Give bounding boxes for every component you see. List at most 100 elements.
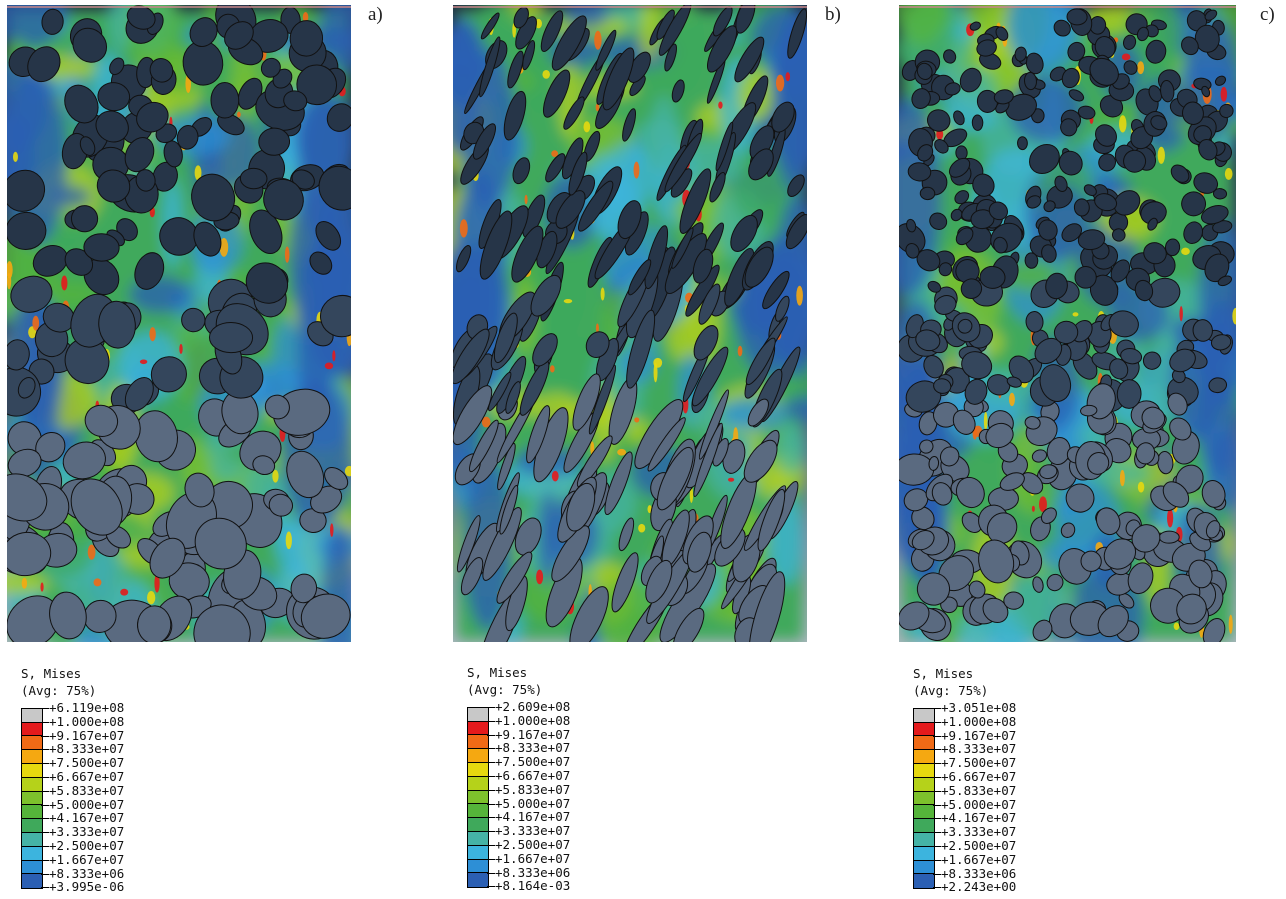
- legend-value: +1.000e+08: [941, 713, 1017, 729]
- legend-value: +8.333e+06: [941, 865, 1017, 881]
- legend-value: +5.833e+07: [49, 782, 125, 798]
- legend-swatch: [22, 846, 42, 861]
- legend-tick: [41, 873, 49, 875]
- legend-tick: [487, 789, 495, 791]
- legend-scale: +2.609e+08 +1.000e+08 +9.167e+07 +8.333e+07…: [467, 700, 570, 893]
- legend-tick: [933, 873, 941, 875]
- legend-value: +8.164e-03: [495, 878, 571, 894]
- legend-tick: [487, 803, 495, 805]
- legend-tick: [933, 735, 941, 737]
- legend-swatch: [468, 845, 488, 860]
- legend-value: +5.000e+07: [49, 796, 125, 812]
- legend-value: +6.667e+07: [49, 769, 125, 784]
- legend-swatch: [914, 874, 934, 889]
- legend-value: +6.667e+07: [495, 768, 571, 783]
- legend-tick: [487, 831, 495, 833]
- legend-tick: [487, 706, 495, 708]
- legend-a: S, Mises (Avg: 75%) +6.119e+08 +1.000e+08…: [21, 665, 124, 894]
- legend-subtitle: (Avg: 75%): [467, 682, 543, 697]
- legend-value: +2.500e+07: [941, 838, 1017, 853]
- legend-swatch: [468, 776, 488, 791]
- legend-value: +7.500e+07: [941, 755, 1017, 771]
- legend-color-bar: [467, 706, 489, 889]
- legend-value: +2.609e+08: [495, 699, 571, 714]
- legend-tick: [41, 707, 49, 709]
- legend-tick: [41, 832, 49, 834]
- legend-subtitle: (Avg: 75%): [913, 683, 989, 698]
- legend-value: +1.667e+07: [941, 851, 1017, 867]
- legend-value: +8.333e+07: [941, 741, 1017, 757]
- legend-swatch: [914, 708, 934, 723]
- legend-tick: [41, 721, 49, 723]
- legend-swatch: [468, 832, 488, 846]
- panel-label-c: c): [1260, 4, 1275, 25]
- legend-swatch: [914, 805, 934, 820]
- micrograph-panel-a: [7, 5, 351, 642]
- legend-swatch: [914, 846, 934, 861]
- legend-tick: [933, 707, 941, 709]
- legend-swatch: [22, 833, 42, 847]
- legend-swatch: [468, 859, 488, 874]
- legend-tick: [487, 817, 495, 819]
- legend-value: +9.167e+07: [941, 727, 1017, 743]
- legend-value: +7.500e+07: [495, 754, 571, 770]
- legend-value: +8.333e+06: [495, 864, 571, 880]
- micrograph-panel-b: [453, 5, 807, 642]
- legend-value: +1.667e+07: [495, 850, 571, 866]
- legend-tick: [41, 735, 49, 737]
- legend-swatch: [914, 736, 934, 751]
- legend-value: +4.167e+07: [941, 810, 1017, 826]
- legend-tick: [933, 763, 941, 765]
- legend-swatch: [22, 736, 42, 751]
- legend-value: +5.000e+07: [941, 796, 1017, 812]
- legend-tick: [41, 749, 49, 751]
- legend-swatch: [468, 763, 488, 777]
- legend-value: +1.667e+07: [49, 851, 125, 867]
- legend-color-bar: [913, 707, 935, 890]
- legend-tick: [933, 790, 941, 792]
- legend-tick: [487, 734, 495, 736]
- legend-tick: [487, 720, 495, 722]
- legend-tick: [933, 804, 941, 806]
- legend-tick: [487, 844, 495, 846]
- legend-swatch: [914, 722, 934, 737]
- legend-tick: [41, 845, 49, 847]
- legend-value: +2.243e+00: [941, 879, 1017, 895]
- legend-swatch: [22, 777, 42, 792]
- legend-swatch: [914, 791, 934, 806]
- stress-contour-image-a: [7, 5, 351, 642]
- legend-title: S, Mises: [913, 666, 974, 681]
- legend-title: S, Mises: [21, 666, 82, 681]
- panel-label-b: b): [825, 4, 841, 25]
- legend-swatch: [22, 860, 42, 875]
- legend-value: +5.833e+07: [495, 781, 571, 797]
- legend-swatch: [22, 805, 42, 820]
- legend-value: +2.500e+07: [495, 837, 571, 852]
- legend-tick: [933, 859, 941, 861]
- legend-swatch: [22, 708, 42, 723]
- legend-tick: [487, 775, 495, 777]
- legend-value: +4.167e+07: [49, 810, 125, 826]
- legend-swatch: [914, 750, 934, 765]
- legend-tick: [487, 872, 495, 874]
- legend-c: S, Mises (Avg: 75%) +3.051e+08 +1.000e+08…: [913, 665, 1016, 894]
- micrograph-panel-c: [899, 5, 1236, 642]
- legend-swatch: [22, 750, 42, 765]
- legend-value: +3.333e+07: [49, 824, 125, 840]
- stress-contour-image-b: [453, 5, 807, 642]
- legend-b: S, Mises (Avg: 75%) +2.609e+08 +1.000e+08…: [467, 664, 570, 893]
- stress-contour-image-c: [899, 5, 1236, 642]
- legend-value: +3.333e+07: [941, 824, 1017, 840]
- legend-tick: [41, 776, 49, 778]
- legend-value: +3.051e+08: [941, 700, 1017, 715]
- legend-value: +8.333e+07: [495, 740, 571, 756]
- legend-swatch: [22, 874, 42, 889]
- legend-swatch: [468, 735, 488, 750]
- legend-value: +1.000e+08: [49, 713, 125, 729]
- legend-swatch: [914, 833, 934, 847]
- legend-tick: [933, 749, 941, 751]
- legend-title: S, Mises: [467, 665, 528, 680]
- legend-swatch: [468, 873, 488, 888]
- legend-value: +3.995e-06: [49, 879, 125, 895]
- legend-value: +6.119e+08: [49, 700, 125, 715]
